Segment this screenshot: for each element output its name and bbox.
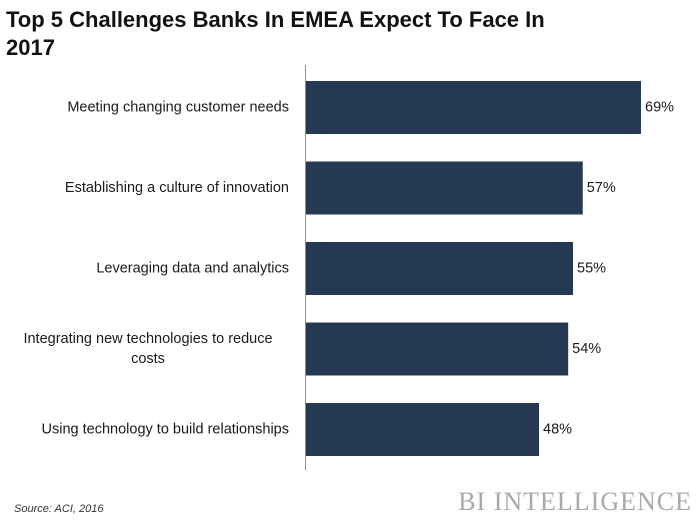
value-label-3: 55% bbox=[577, 261, 606, 277]
bar-3 bbox=[306, 242, 574, 295]
value-label-4: 54% bbox=[572, 341, 601, 357]
source-note: Source: ACI, 2016 bbox=[14, 503, 104, 515]
chart-title: Top 5 Challenges Banks In EMEA Expect To… bbox=[6, 7, 545, 60]
bar-2 bbox=[306, 161, 583, 215]
bar-5 bbox=[306, 403, 540, 456]
category-label-3: Leveraging data and analytics bbox=[96, 261, 289, 277]
category-label-4: Integrating new technologies to reduce co… bbox=[23, 331, 272, 367]
bar-4 bbox=[306, 322, 569, 376]
category-label-2: Establishing a culture of innovation bbox=[65, 180, 289, 196]
category-label-5: Using technology to build relationships bbox=[42, 422, 289, 438]
value-label-5: 48% bbox=[543, 422, 572, 438]
category-label-1: Meeting changing customer needs bbox=[67, 100, 289, 116]
value-labels-group: 69% 57% 55% 54% 48% bbox=[543, 100, 674, 438]
bi-intelligence-logo: BI INTELLIGENCE bbox=[458, 487, 692, 516]
value-label-1: 69% bbox=[645, 100, 674, 116]
bar-1 bbox=[306, 81, 641, 134]
value-label-2: 57% bbox=[587, 180, 616, 196]
bars-group bbox=[306, 81, 641, 456]
category-labels-group: Meeting changing customer needs Establish… bbox=[23, 100, 289, 438]
